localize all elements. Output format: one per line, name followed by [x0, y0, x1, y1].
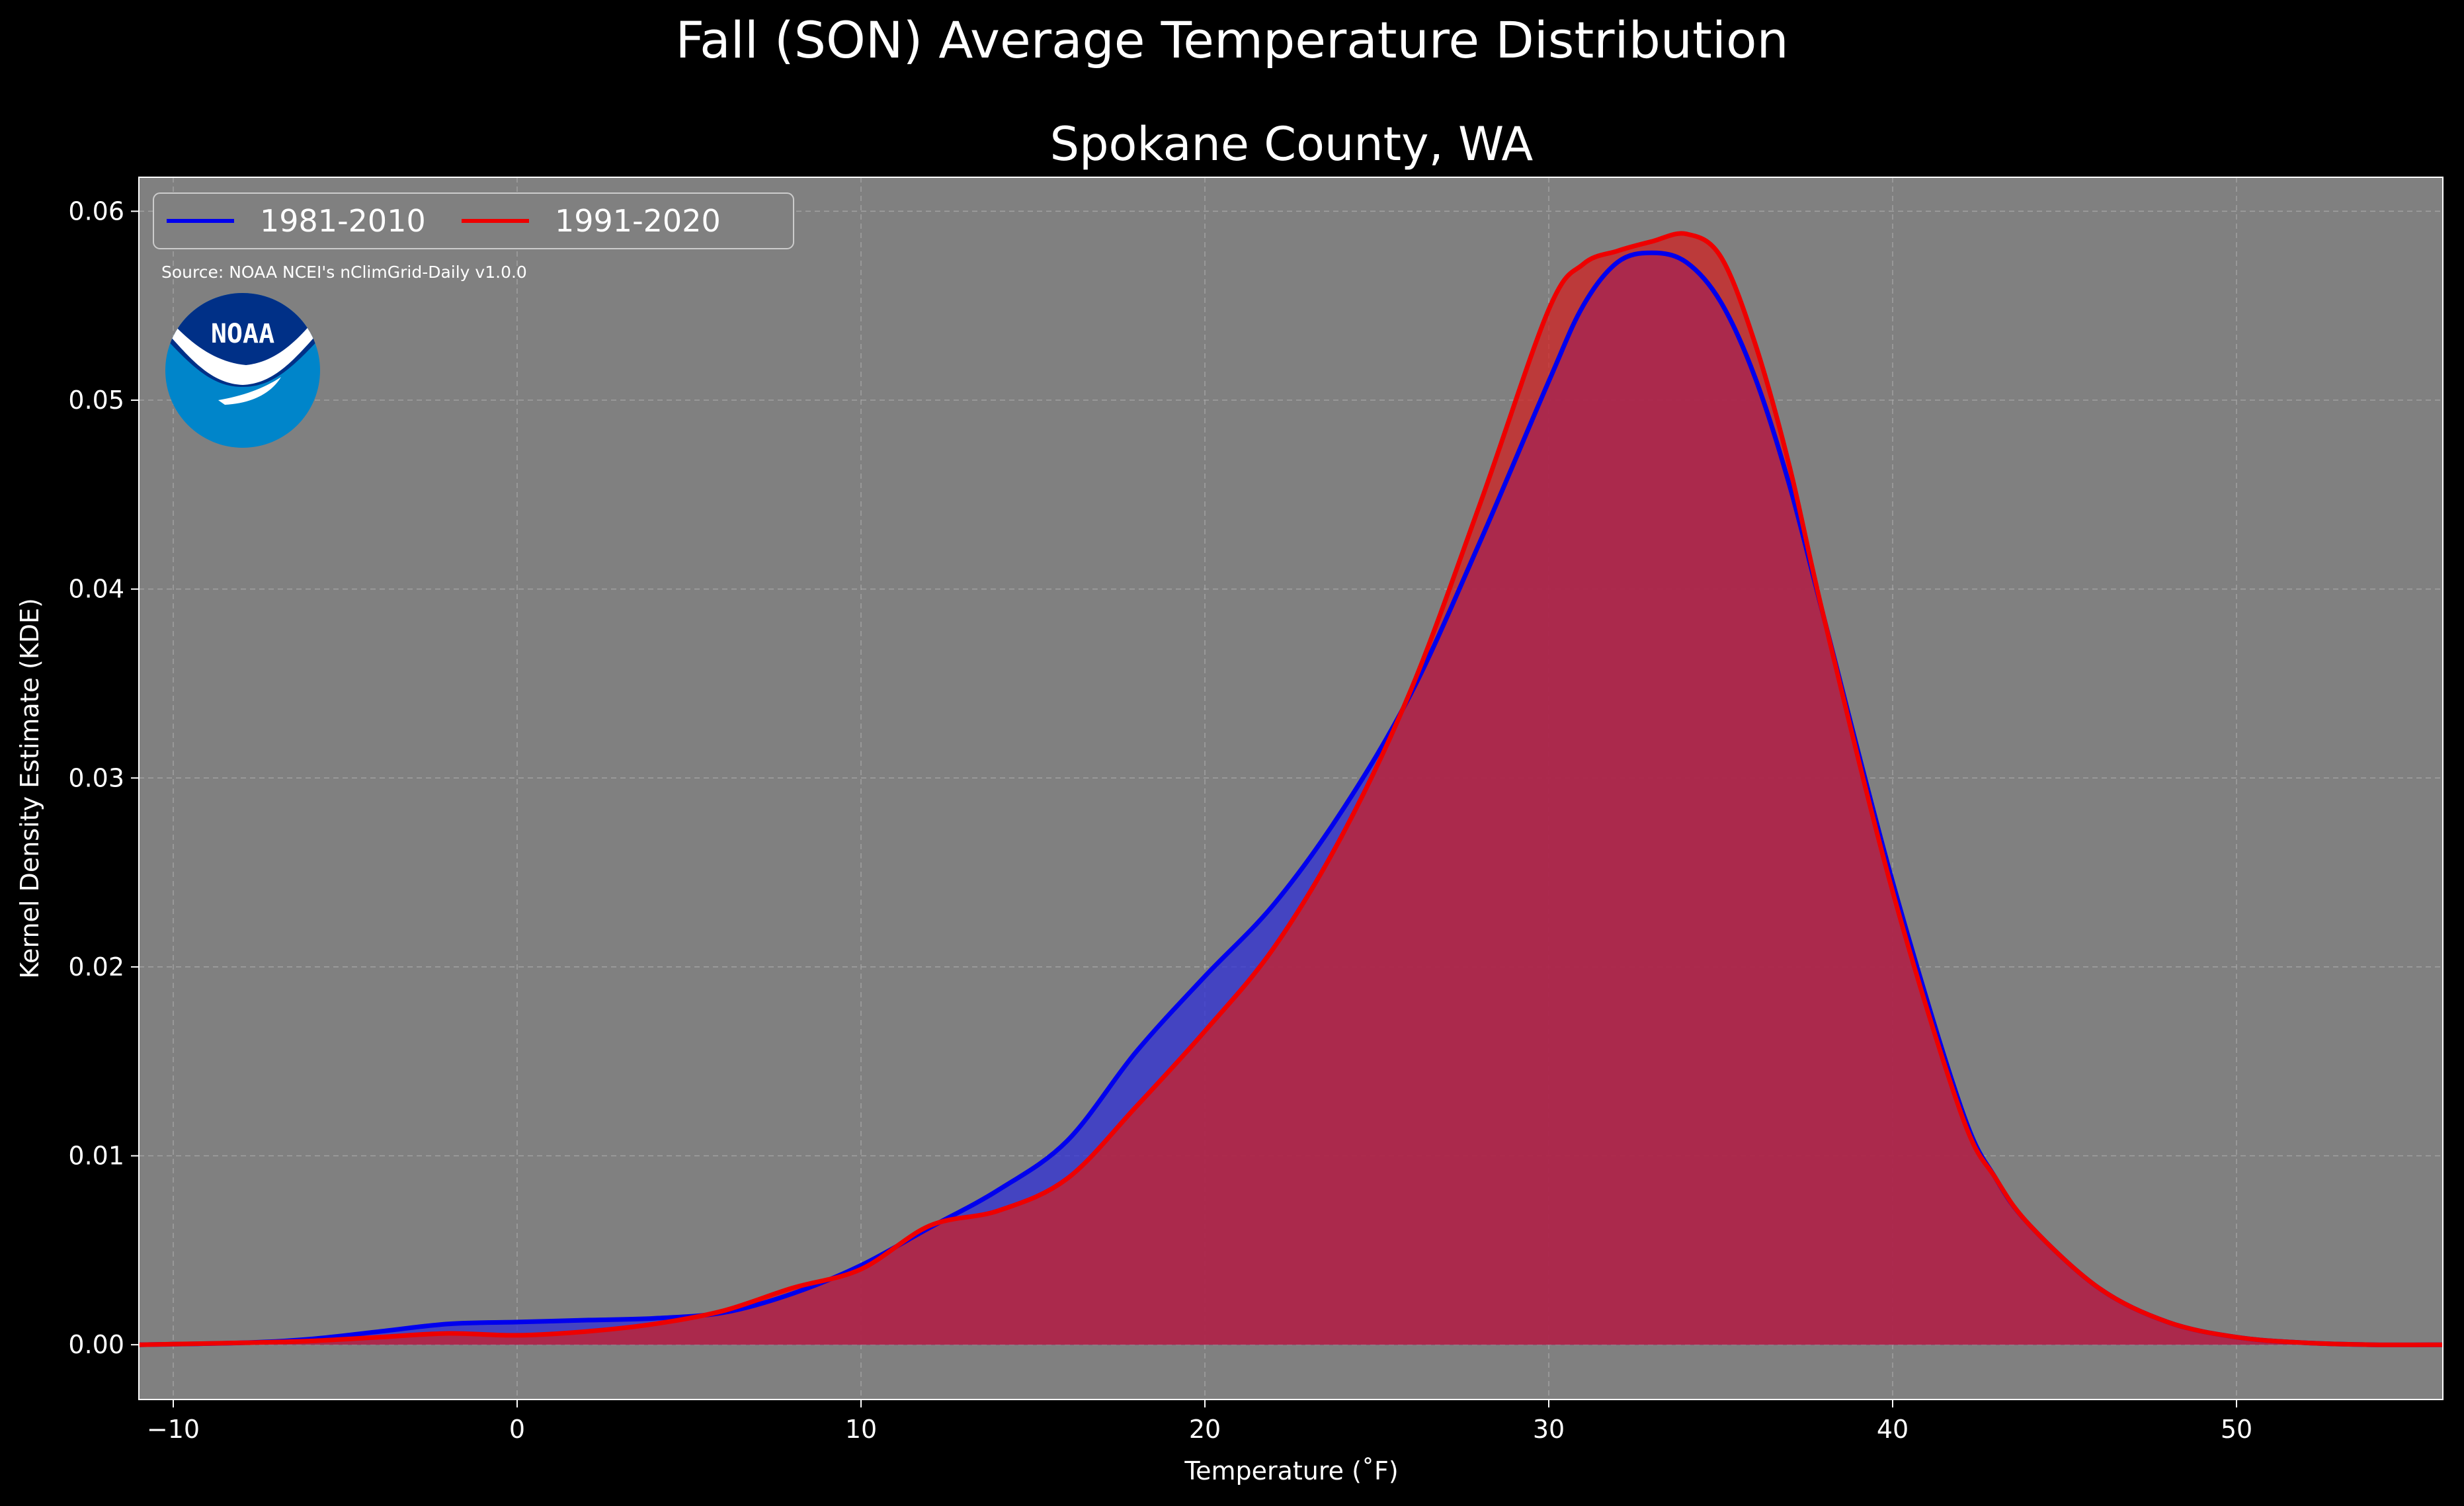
chart-subtitle: Spokane County, WA [1050, 117, 1534, 171]
y-axis-label: Kernel Density Estimate (KDE) [15, 598, 44, 979]
y-tick-label: 0.05 [68, 386, 124, 415]
area-fill-1991-2020 [139, 233, 2443, 1345]
x-tick-label: 0 [509, 1415, 525, 1444]
y-tick-label: 0.06 [68, 196, 124, 226]
x-tick-label: 40 [1877, 1415, 1909, 1444]
source-annotation: Source: NOAA NCEI's nClimGrid-Daily v1.0… [161, 263, 527, 282]
gull-wing-icon [218, 377, 281, 405]
legend: 1981-2010 1991-2020 [153, 192, 794, 249]
x-axis-label: Temperature (˚F) [1184, 1456, 1398, 1485]
y-tick-label: 0.02 [68, 952, 124, 982]
x-tick-label: −10 [147, 1415, 200, 1444]
x-tick-label: 20 [1189, 1415, 1221, 1444]
noaa-logo: NOAA [165, 293, 320, 448]
logo-text: NOAA [211, 319, 274, 349]
legend-label-1981-2010: 1981-2010 [260, 203, 426, 239]
x-tick-label: 30 [1533, 1415, 1565, 1444]
series-layer [138, 231, 2443, 1347]
chart-title: Fall (SON) Average Temperature Distribut… [675, 11, 1788, 69]
y-tick-label: 0.03 [68, 763, 124, 792]
x-tick-label: 10 [845, 1415, 877, 1444]
y-tick-label: 0.04 [68, 575, 124, 604]
axis-ticks: −10 0 10 20 30 40 50 0.00 0.01 0.02 0.03 0.04 0.05 0.… [68, 196, 2252, 1444]
series-line-1991-2020 [138, 231, 2443, 1347]
x-tick-label: 50 [2221, 1415, 2252, 1444]
gull-icon [165, 324, 320, 385]
y-tick-label: 0.00 [68, 1330, 124, 1359]
plot-frame [138, 177, 2443, 1400]
y-tick-label: 0.01 [68, 1142, 124, 1171]
legend-label-1991-2020: 1991-2020 [555, 203, 721, 239]
